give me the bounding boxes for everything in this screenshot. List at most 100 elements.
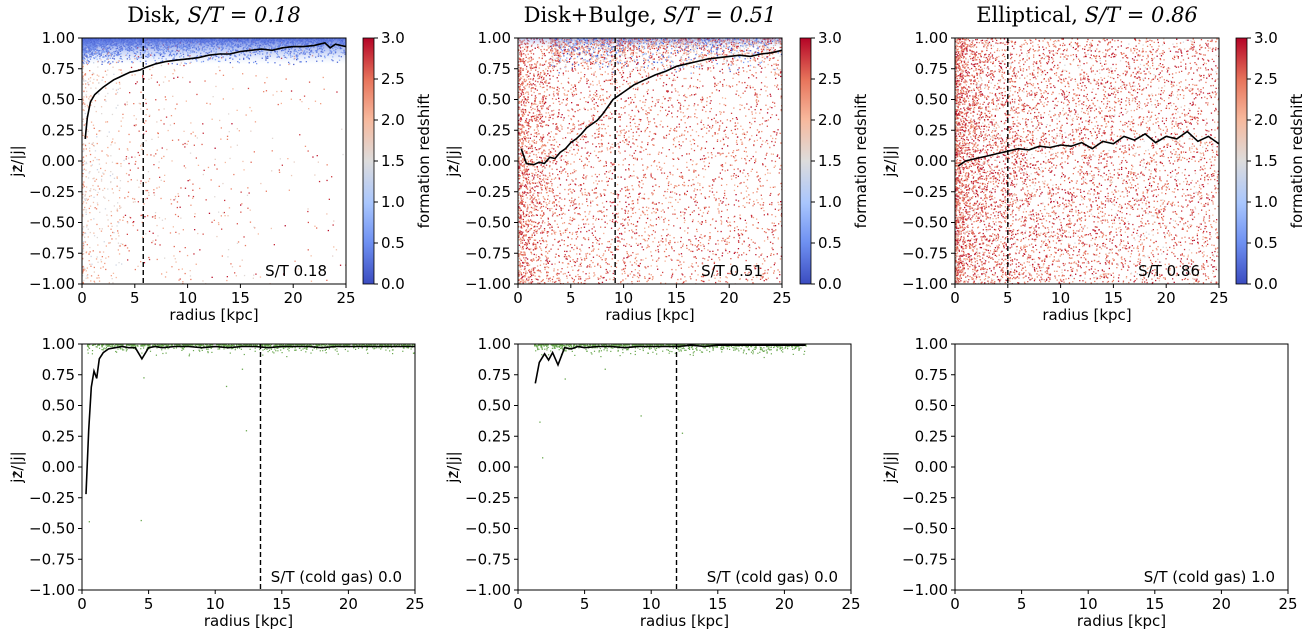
x-tick-label: 15 xyxy=(1145,595,1164,613)
colorbar-tick-label: 1.0 xyxy=(1254,193,1278,211)
y-tick-label: 1.00 xyxy=(915,29,948,47)
y-tick-label: −0.50 xyxy=(902,520,948,538)
x-tick-label: 10 xyxy=(1079,595,1098,613)
colorbar-tick-label: 0.0 xyxy=(818,275,842,293)
y-tick-label: −0.75 xyxy=(465,550,511,568)
y-tick-label: 0.75 xyxy=(42,60,75,78)
y-tick-label: −0.75 xyxy=(902,244,948,262)
y-tick-label: 0.00 xyxy=(42,152,75,170)
y-tick-label: 0.00 xyxy=(42,458,75,476)
x-tick-label: 15 xyxy=(231,289,250,307)
colorbar-tick-label: 0.0 xyxy=(1254,275,1278,293)
y-tick-label: −1.00 xyxy=(465,581,511,599)
st-annotation: S/T 0.51 xyxy=(701,262,763,280)
y-tick-label: 0.75 xyxy=(478,60,511,78)
y-tick-label: 0.50 xyxy=(42,397,75,415)
y-tick-label: 0.75 xyxy=(915,366,948,384)
colorbar-tick-label: 3.0 xyxy=(818,29,842,47)
scatter-points xyxy=(82,38,346,284)
x-tick-label: 15 xyxy=(708,595,727,613)
y-tick-label: 0.50 xyxy=(915,91,948,109)
x-tick-label: 10 xyxy=(178,289,197,307)
y-tick-label: 0.50 xyxy=(478,397,511,415)
st-annotation: S/T 0.18 xyxy=(265,262,327,280)
st-annotation: S/T (cold gas) 1.0 xyxy=(1144,568,1275,586)
x-tick-label: 20 xyxy=(1157,289,1176,307)
x-tick-label: 25 xyxy=(772,289,791,307)
y-tick-label: 0.00 xyxy=(915,152,948,170)
y-tick-label: −1.00 xyxy=(902,275,948,293)
outlier-point xyxy=(143,377,145,379)
y-tick-label: 0.25 xyxy=(915,121,948,139)
y-tick-label: −0.25 xyxy=(29,183,75,201)
y-tick-label: −0.25 xyxy=(465,489,511,507)
colorbar-label: formation redshift xyxy=(415,94,433,229)
y-tick-label: 0.50 xyxy=(915,397,948,415)
colorbar-tick-label: 0.5 xyxy=(381,234,405,252)
y-tick-label: −1.00 xyxy=(465,275,511,293)
median-line xyxy=(534,344,806,384)
x-tick-label: 0 xyxy=(950,595,960,613)
y-tick-label: 1.00 xyxy=(478,29,511,47)
x-tick-label: 5 xyxy=(580,595,590,613)
x-tick-label: 25 xyxy=(1209,289,1228,307)
y-tick-label: −0.75 xyxy=(902,550,948,568)
median-line xyxy=(84,42,346,139)
median-line xyxy=(957,130,1219,167)
colorbar-tick-label: 3.0 xyxy=(1254,29,1278,47)
plot-area xyxy=(518,344,851,590)
x-tick-label: 0 xyxy=(513,289,523,307)
outlier-point xyxy=(539,421,541,423)
y-axis-label: jz/|j| xyxy=(881,451,899,483)
x-axis-label: radius [kpc] xyxy=(640,612,729,630)
panel-title: Disk+Bulge, S/T = 0.51 xyxy=(524,3,777,27)
y-tick-label: −0.50 xyxy=(465,520,511,538)
colorbar-gradient xyxy=(1235,37,1248,285)
x-tick-label: 25 xyxy=(841,595,860,613)
x-tick-label: 0 xyxy=(77,595,87,613)
x-tick-label: 0 xyxy=(77,289,87,307)
panel-stars-disk-bulge: 0 5 10 15 20 25 −1.00 −0.75 −0.50 −0.25 0.00 0.25 0.… xyxy=(444,3,870,324)
x-axis-label: radius [kpc] xyxy=(169,306,258,324)
outlier-point xyxy=(564,378,566,380)
x-tick-label: 5 xyxy=(1003,289,1013,307)
x-tick-label: 5 xyxy=(566,289,576,307)
thin-disk-band xyxy=(518,38,782,48)
y-tick-label: 0.75 xyxy=(478,366,511,384)
x-tick-label: 5 xyxy=(130,289,140,307)
outlier-point xyxy=(640,415,642,417)
y-tick-label: 0.00 xyxy=(915,458,948,476)
colorbar-tick-label: 2.0 xyxy=(1254,111,1278,129)
median-line xyxy=(520,49,782,166)
colorbar-gradient xyxy=(362,37,375,285)
outlier-point xyxy=(604,368,606,370)
y-tick-label: 0.25 xyxy=(42,427,75,445)
y-tick-label: 0.00 xyxy=(478,152,511,170)
colorbar-tick-label: 1.5 xyxy=(1254,152,1278,170)
x-tick-label: 0 xyxy=(950,289,960,307)
x-tick-label: 0 xyxy=(513,595,523,613)
y-tick-label: −0.50 xyxy=(465,214,511,232)
colorbar-tick-label: 3.0 xyxy=(381,29,405,47)
vector-arrow-icon xyxy=(885,165,889,171)
y-tick-label: 0.25 xyxy=(42,121,75,139)
x-tick-label: 5 xyxy=(1017,595,1027,613)
y-axis-label: jz/|j| xyxy=(881,145,899,177)
panel-stars-elliptical: 0 5 10 15 20 25 −1.00 −0.75 −0.50 −0.25 0.00 0.25 0.… xyxy=(881,3,1306,324)
y-tick-label: −1.00 xyxy=(29,275,75,293)
vector-arrow-icon xyxy=(885,471,889,477)
y-tick-label: −0.50 xyxy=(902,214,948,232)
vector-arrow-icon xyxy=(448,471,452,477)
panel-gas-disk-bulge: 0 5 10 15 20 25 −1.00 −0.75 −0.50 −0.25 0.00 0.25 0.… xyxy=(444,335,861,630)
st-annotation: S/T (cold gas) 0.0 xyxy=(271,568,402,586)
y-axis-label: jz/|j| xyxy=(444,145,462,177)
colorbar-tick-label: 2.5 xyxy=(818,70,842,88)
x-tick-label: 25 xyxy=(1278,595,1297,613)
st-annotation: S/T (cold gas) 0.0 xyxy=(707,568,838,586)
y-tick-label: 0.75 xyxy=(42,366,75,384)
x-tick-label: 20 xyxy=(720,289,739,307)
y-tick-label: 0.50 xyxy=(42,91,75,109)
x-tick-label: 20 xyxy=(775,595,794,613)
x-tick-label: 10 xyxy=(1051,289,1070,307)
x-tick-label: 20 xyxy=(284,289,303,307)
